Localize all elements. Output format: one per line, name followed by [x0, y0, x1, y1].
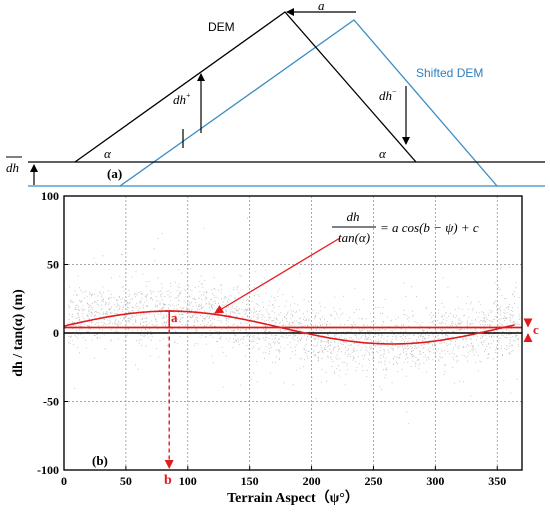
annotation-c: c — [533, 322, 539, 337]
y-axis-label: dh / tan(α) (m) — [11, 289, 26, 377]
formula-pointer-arrow — [214, 237, 341, 314]
y-tick-label: 0 — [53, 326, 59, 340]
shift-label: a — [318, 0, 325, 13]
x-tick-label: 0 — [61, 474, 67, 488]
x-tick-label: 150 — [241, 474, 259, 488]
y-tick-label: -50 — [43, 395, 59, 409]
dh-minus-label: dh− — [379, 87, 397, 103]
fit-curve — [63, 310, 515, 345]
y-tick-label: -100 — [37, 463, 59, 477]
x-tick-label: 350 — [488, 474, 506, 488]
x-tick-label: 50 — [120, 474, 132, 488]
alpha-left: α — [104, 146, 112, 161]
panel-a-label: (a) — [107, 166, 122, 181]
x-tick-label: 200 — [303, 474, 321, 488]
plot-border — [63, 195, 523, 471]
fit-formula: dh tan(α) = a cos(b − ψ) + c — [332, 209, 479, 245]
formula-denominator: tan(α) — [338, 230, 370, 245]
axis-ticks: 0 50 100 150 200 250 300 350 100 50 0 -50 -100 — [37, 189, 506, 488]
annotation-a: a — [171, 310, 178, 325]
annotation-b: b — [164, 473, 172, 488]
reference-lines — [63, 237, 533, 469]
x-axis-label: Terrain Aspect（ψ°） — [227, 490, 359, 506]
shifted-dem-profile — [119, 19, 498, 187]
panel-a: a dh+ dh− dh α α DEM Shifted DEM (a) — [6, 0, 545, 187]
dem-profile — [74, 11, 417, 163]
x-tick-label: 300 — [426, 474, 444, 488]
dh-plus-label: dh+ — [173, 91, 191, 107]
x-tick-label: 100 — [179, 474, 197, 488]
formula-rhs: = a cos(b − ψ) + c — [380, 220, 479, 235]
mean-dh-label: dh — [6, 160, 19, 175]
dem-label: DEM — [208, 20, 235, 34]
panel-b: 0 50 100 150 200 250 300 350 100 50 0 -50 -100 Terra… — [11, 189, 539, 506]
x-tick-label: 250 — [364, 474, 382, 488]
y-tick-label: 50 — [47, 258, 59, 272]
shifted-dem-label: Shifted DEM — [416, 66, 483, 80]
panel-b-label: (b) — [92, 453, 108, 468]
formula-numerator: dh — [347, 209, 360, 224]
y-tick-label: 100 — [41, 189, 59, 203]
alpha-right: α — [379, 146, 387, 161]
